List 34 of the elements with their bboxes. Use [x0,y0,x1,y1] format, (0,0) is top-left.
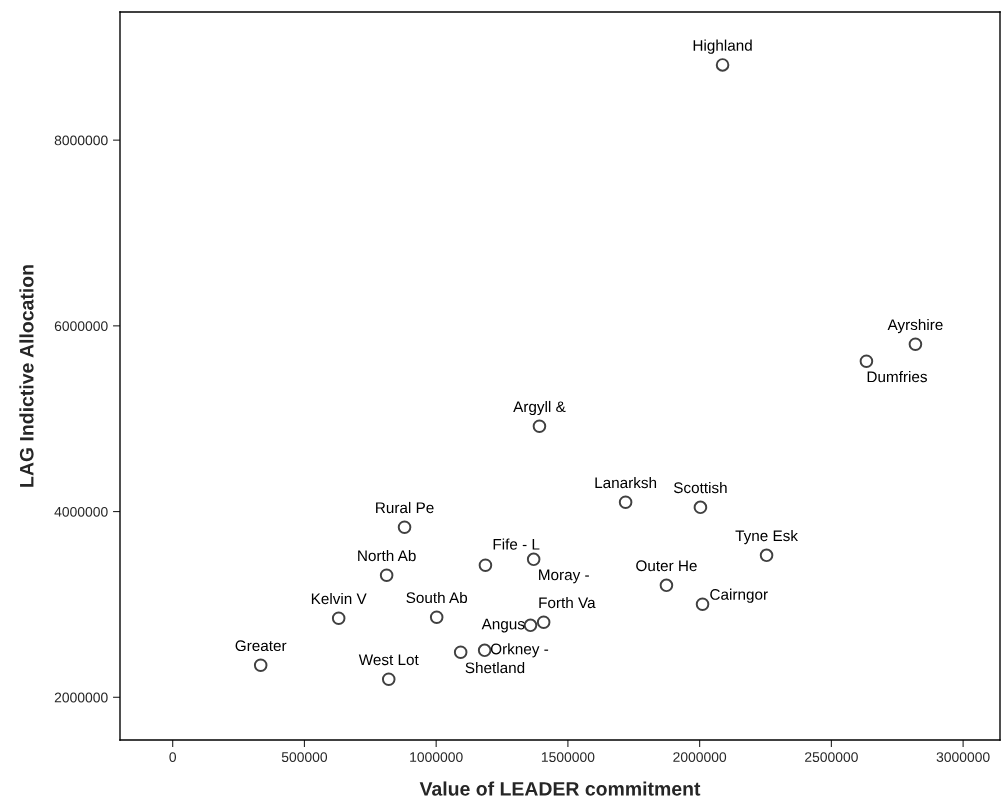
y-tick-label: 2000000 [54,692,108,703]
x-tick-label: 3000000 [936,752,990,763]
annotation: Dumfries [867,370,927,383]
x-tick-label: 1500000 [541,752,595,763]
annotation: Lanarksh [595,476,657,489]
x-tick-label: 500000 [281,752,328,763]
annotation: South Ab [406,591,468,604]
annotation: Forth Va [539,596,596,609]
x-tick-label: 2500000 [805,752,858,763]
x-tick-label: 1000000 [410,752,463,763]
annotation: Shetland [465,661,525,674]
annotation: Orkney - [490,643,549,658]
annotation: Outer He [636,560,697,572]
annotation: West Lot [358,654,419,666]
annotation: Highland [693,39,752,54]
annotation: Scottish [673,481,727,494]
annotation: Kelvin V [311,592,367,605]
y-tick-label: 8000000 [54,135,108,146]
y-axis-title: LAG Indictive Allocation [19,265,34,487]
annotation: North Ab [358,549,416,562]
annotation: Argyll & [513,400,566,416]
annotation: Rural Pe [376,501,434,514]
annotation: Greater [235,640,287,652]
x-tick-label: 2000000 [673,752,727,763]
annotation: Fife - L [493,538,540,550]
annotation: Moray - [539,569,589,584]
y-tick-label: 4000000 [54,506,108,517]
annotation: Cairngor [710,588,768,603]
x-axis-title: Value of LEADER commitment [419,781,701,796]
annotation: Angus [481,618,525,633]
annotation: Tyne Esk [735,529,798,545]
y-tick-label: 6000000 [54,321,108,332]
x-tick-label: 0 [169,752,177,763]
annotation: Ayrshire [887,318,943,334]
